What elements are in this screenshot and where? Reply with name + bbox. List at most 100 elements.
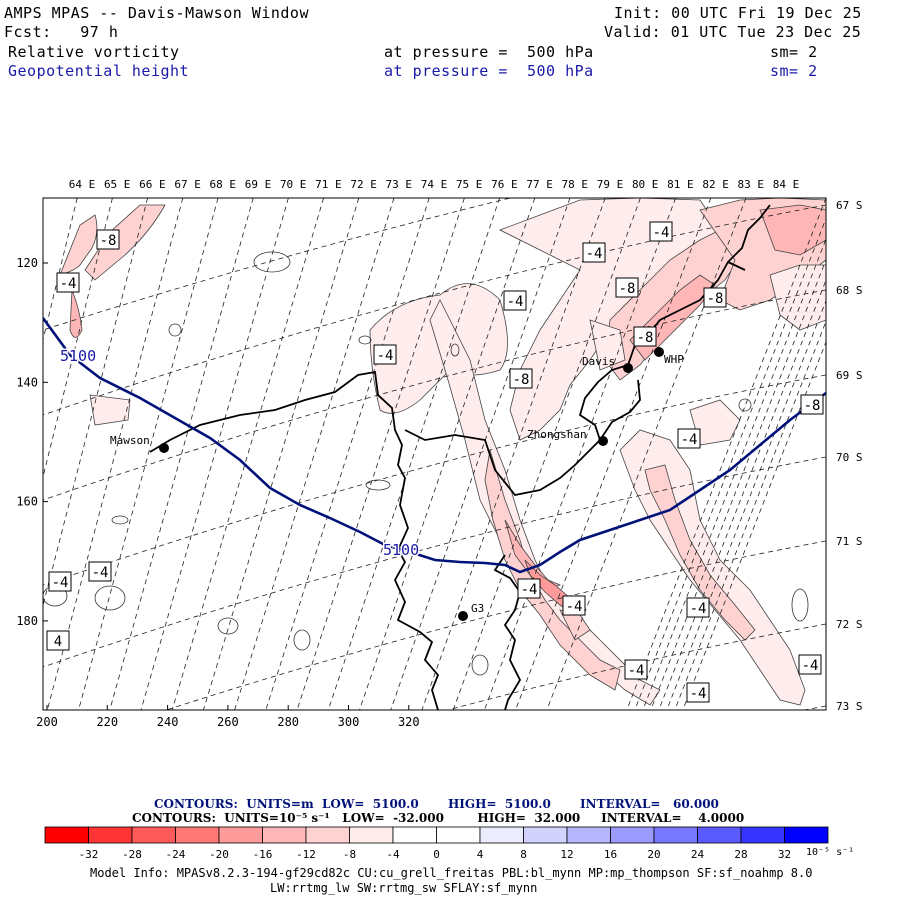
latitude-labels: 67 S 68 S 69 S 70 S 71 S 72 S 73 S (836, 199, 863, 713)
vorticity-label: -8 (100, 233, 117, 249)
field2-name: Geopotential height (8, 62, 190, 80)
vorticity-label: -4 (690, 686, 707, 702)
longitude-labels: 64 E 65 E 66 E 67 E 68 E 69 E 70 E 71 E 72 E 73 E… (69, 178, 800, 191)
longitude-label: 68 E (210, 178, 237, 191)
colorbar-label: -4 (386, 848, 400, 861)
geopotential-contour-5100 (43, 317, 826, 574)
station-marker (458, 611, 468, 621)
vorticity-label-box (46, 630, 70, 651)
latitude-label: 72 S (836, 618, 863, 631)
colorbar-cell (305, 826, 350, 844)
longitude-label: 79 E (597, 178, 624, 191)
station-marker (654, 347, 664, 357)
longitude-label: 65 E (104, 178, 131, 191)
vorticity-labels: -8 -4 -4 -4 -8 -8 -4 -8 -4 -8 -4 -4 -4 -4 -8 -4 -4 -4 -4 -4… (46, 221, 824, 703)
colorbar-cell (610, 826, 655, 844)
field1-name: Relative vorticity (8, 43, 180, 61)
y-tick-label: 140 (16, 375, 38, 389)
longitude-label: 80 E (632, 178, 659, 191)
vorticity-label-box (582, 242, 606, 263)
x-tick-label: 320 (398, 715, 420, 729)
station-label: WHP (664, 353, 684, 366)
colorbar-label: 16 (604, 848, 617, 861)
longitude-label: 84 E (773, 178, 800, 191)
vorticity-label-box (56, 272, 80, 293)
longitude-grid (43, 198, 826, 710)
colorbar-cell (88, 826, 133, 844)
colorbar-label: 12 (560, 848, 573, 861)
vorticity-label: -4 (690, 601, 707, 617)
height-label: 5100 (60, 347, 96, 365)
longitude-label: 77 E (526, 178, 553, 191)
colorbar-label: -12 (296, 848, 316, 861)
station-marker (598, 436, 608, 446)
vorticity-label-box (649, 221, 673, 242)
plot-frame (42, 197, 827, 711)
model-info-physics: LW:rrtmg_lw SW:rrtmg_sw SFLAY:sf_mynn (270, 881, 538, 895)
vorticity-label: -4 (628, 663, 645, 679)
vorticity-label: -4 (802, 658, 819, 674)
vorticity-label: -4 (566, 599, 583, 615)
vorticity-label: -4 (507, 294, 524, 310)
vorticity-label: -4 (60, 276, 77, 292)
station-label: Davis (582, 355, 615, 368)
colorbar-unit: 10⁻⁵ s⁻¹ (806, 847, 854, 858)
init-time: Init: 00 UTC Fri 19 Dec 25 (614, 4, 862, 22)
vorticity-label-box (96, 229, 120, 250)
vorticity-label: 4 (54, 634, 62, 650)
station-marker (623, 363, 633, 373)
vorticity-label: -4 (653, 225, 670, 241)
longitude-label: 69 E (245, 178, 272, 191)
vorticity-label-box (503, 290, 527, 311)
longitude-label: 66 E (139, 178, 166, 191)
y-tick-label: 120 (16, 256, 38, 270)
colorbar-cell (523, 826, 568, 844)
colorbar-cell (566, 826, 611, 844)
station-label: Zhongshan (527, 428, 587, 441)
longitude-label: 74 E (421, 178, 448, 191)
y-tick-label: 180 (16, 614, 38, 628)
colorbar-cell (392, 826, 437, 844)
longitude-label: 78 E (562, 178, 589, 191)
coastline (149, 204, 771, 710)
colorbar-label: 8 (520, 848, 527, 861)
colorbar-cell (262, 826, 307, 844)
field2-sm: sm= 2 (770, 62, 818, 80)
vorticity-label: -4 (377, 348, 394, 364)
longitude-label: 73 E (386, 178, 413, 191)
colorbar-cell (436, 826, 481, 844)
vorticity-contours (43, 251, 809, 676)
colorbar-label: -24 (166, 848, 186, 861)
colorbar-cell (479, 826, 524, 844)
vorticity-label: -8 (619, 281, 636, 297)
station-label: Mawson (110, 434, 150, 447)
colorbar-cell (653, 826, 698, 844)
colorbar-cell (218, 826, 263, 844)
vorticity-label-box (48, 571, 72, 592)
longitude-label: 67 E (174, 178, 201, 191)
stations: Mawson Zhongshan Davis WHP G3 (110, 347, 684, 621)
latitude-label: 73 S (836, 700, 863, 713)
vorticity-label: -8 (513, 372, 530, 388)
colorbar-cell (131, 826, 176, 844)
colorbar-label: 24 (691, 848, 705, 861)
colorbar-label: 4 (477, 848, 484, 861)
x-tick-label: 220 (96, 715, 118, 729)
vorticity-label-box (686, 682, 710, 703)
colorbar-label: -20 (209, 848, 229, 861)
colorbar-cell (740, 826, 785, 844)
vorticity-label: -4 (681, 432, 698, 448)
colorbar-cell (349, 826, 394, 844)
vorticity-label: -4 (92, 565, 109, 581)
vorticity-label: -8 (804, 398, 821, 414)
colorbar-label: -32 (79, 848, 99, 861)
vorticity-label-box (624, 659, 648, 680)
y-axis: 120 140 160 180 (16, 256, 48, 628)
vorticity-label-box (633, 326, 657, 347)
vorticity-label-box (88, 561, 112, 582)
vorticity-label-box (562, 595, 586, 616)
colorbar-cell (697, 826, 742, 844)
vorticity-label-box (800, 394, 824, 415)
station-label: G3 (471, 602, 484, 615)
field2-level: at pressure = 500 hPa (384, 62, 594, 80)
